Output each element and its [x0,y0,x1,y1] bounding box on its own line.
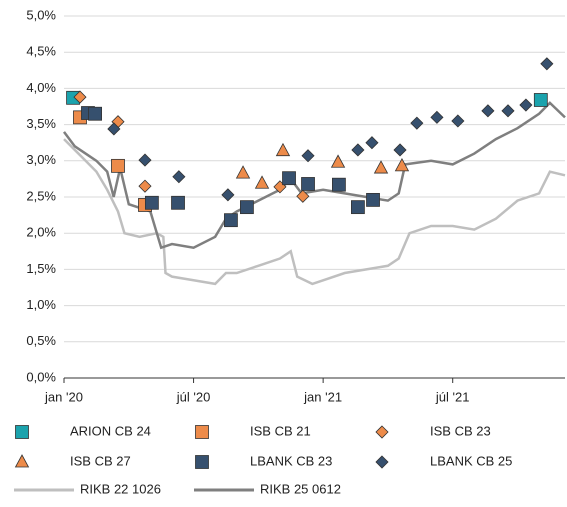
y-tick-label: 2,5% [26,188,56,203]
point [138,179,152,193]
y-tick-label: 2,0% [26,225,56,240]
legend-label: ISB CB 27 [70,453,131,468]
point [224,213,238,228]
y-tick-label: 4,5% [26,44,56,59]
point [501,104,515,118]
point [111,158,125,173]
point [540,57,554,71]
line [63,138,566,286]
x-tick-label: júl '21 [435,389,470,404]
point [351,200,365,215]
legend-marker [195,455,209,469]
legend-marker [375,425,389,439]
y-tick-label: 0,5% [26,333,56,348]
legend-marker [195,425,209,439]
point [138,153,152,167]
point [275,142,291,157]
point [332,177,346,192]
legend-marker [375,455,389,469]
point [365,136,379,150]
legend-label: LBANK CB 25 [430,453,512,468]
y-tick-label: 3,0% [26,152,56,167]
point [533,93,548,107]
point [235,165,251,179]
legend-label: RIKB 25 0612 [260,481,341,496]
point [107,122,121,136]
y-tick-label: 5,0% [26,7,56,22]
legend-label: ARION CB 24 [70,423,151,438]
legend-label: LBANK CB 23 [250,453,332,468]
point [282,171,296,186]
y-tick-label: 3,5% [26,116,56,131]
legend-marker [15,425,29,439]
point [144,195,159,210]
point [410,116,424,130]
x-tick-label: júl '20 [176,389,211,404]
point [394,158,410,172]
point [430,110,444,124]
point [254,175,270,189]
point [330,154,346,168]
x-tick-label: jan '20 [44,389,83,404]
point [88,106,102,121]
point [73,90,87,104]
point [301,149,315,163]
point [221,188,235,202]
point [519,98,533,112]
y-tick-label: 4,0% [26,80,56,95]
point [296,189,310,203]
legend-marker [14,454,30,468]
point [481,104,495,118]
legend-label: RIKB 22 1026 [80,481,161,496]
point [301,177,315,191]
point [351,143,365,157]
legend-label: ISB CB 23 [430,423,491,438]
x-tick-label: jan '21 [303,389,342,404]
point [366,192,380,207]
point [172,170,186,184]
line [62,101,566,250]
point [393,143,407,157]
point [373,160,389,174]
y-tick-label: 0,0% [26,369,56,384]
point [240,200,254,215]
point [451,114,465,128]
y-tick-label: 1,0% [26,297,56,312]
legend-label: ISB CB 21 [250,423,311,438]
y-tick-label: 1,5% [26,261,56,276]
point [171,195,185,210]
